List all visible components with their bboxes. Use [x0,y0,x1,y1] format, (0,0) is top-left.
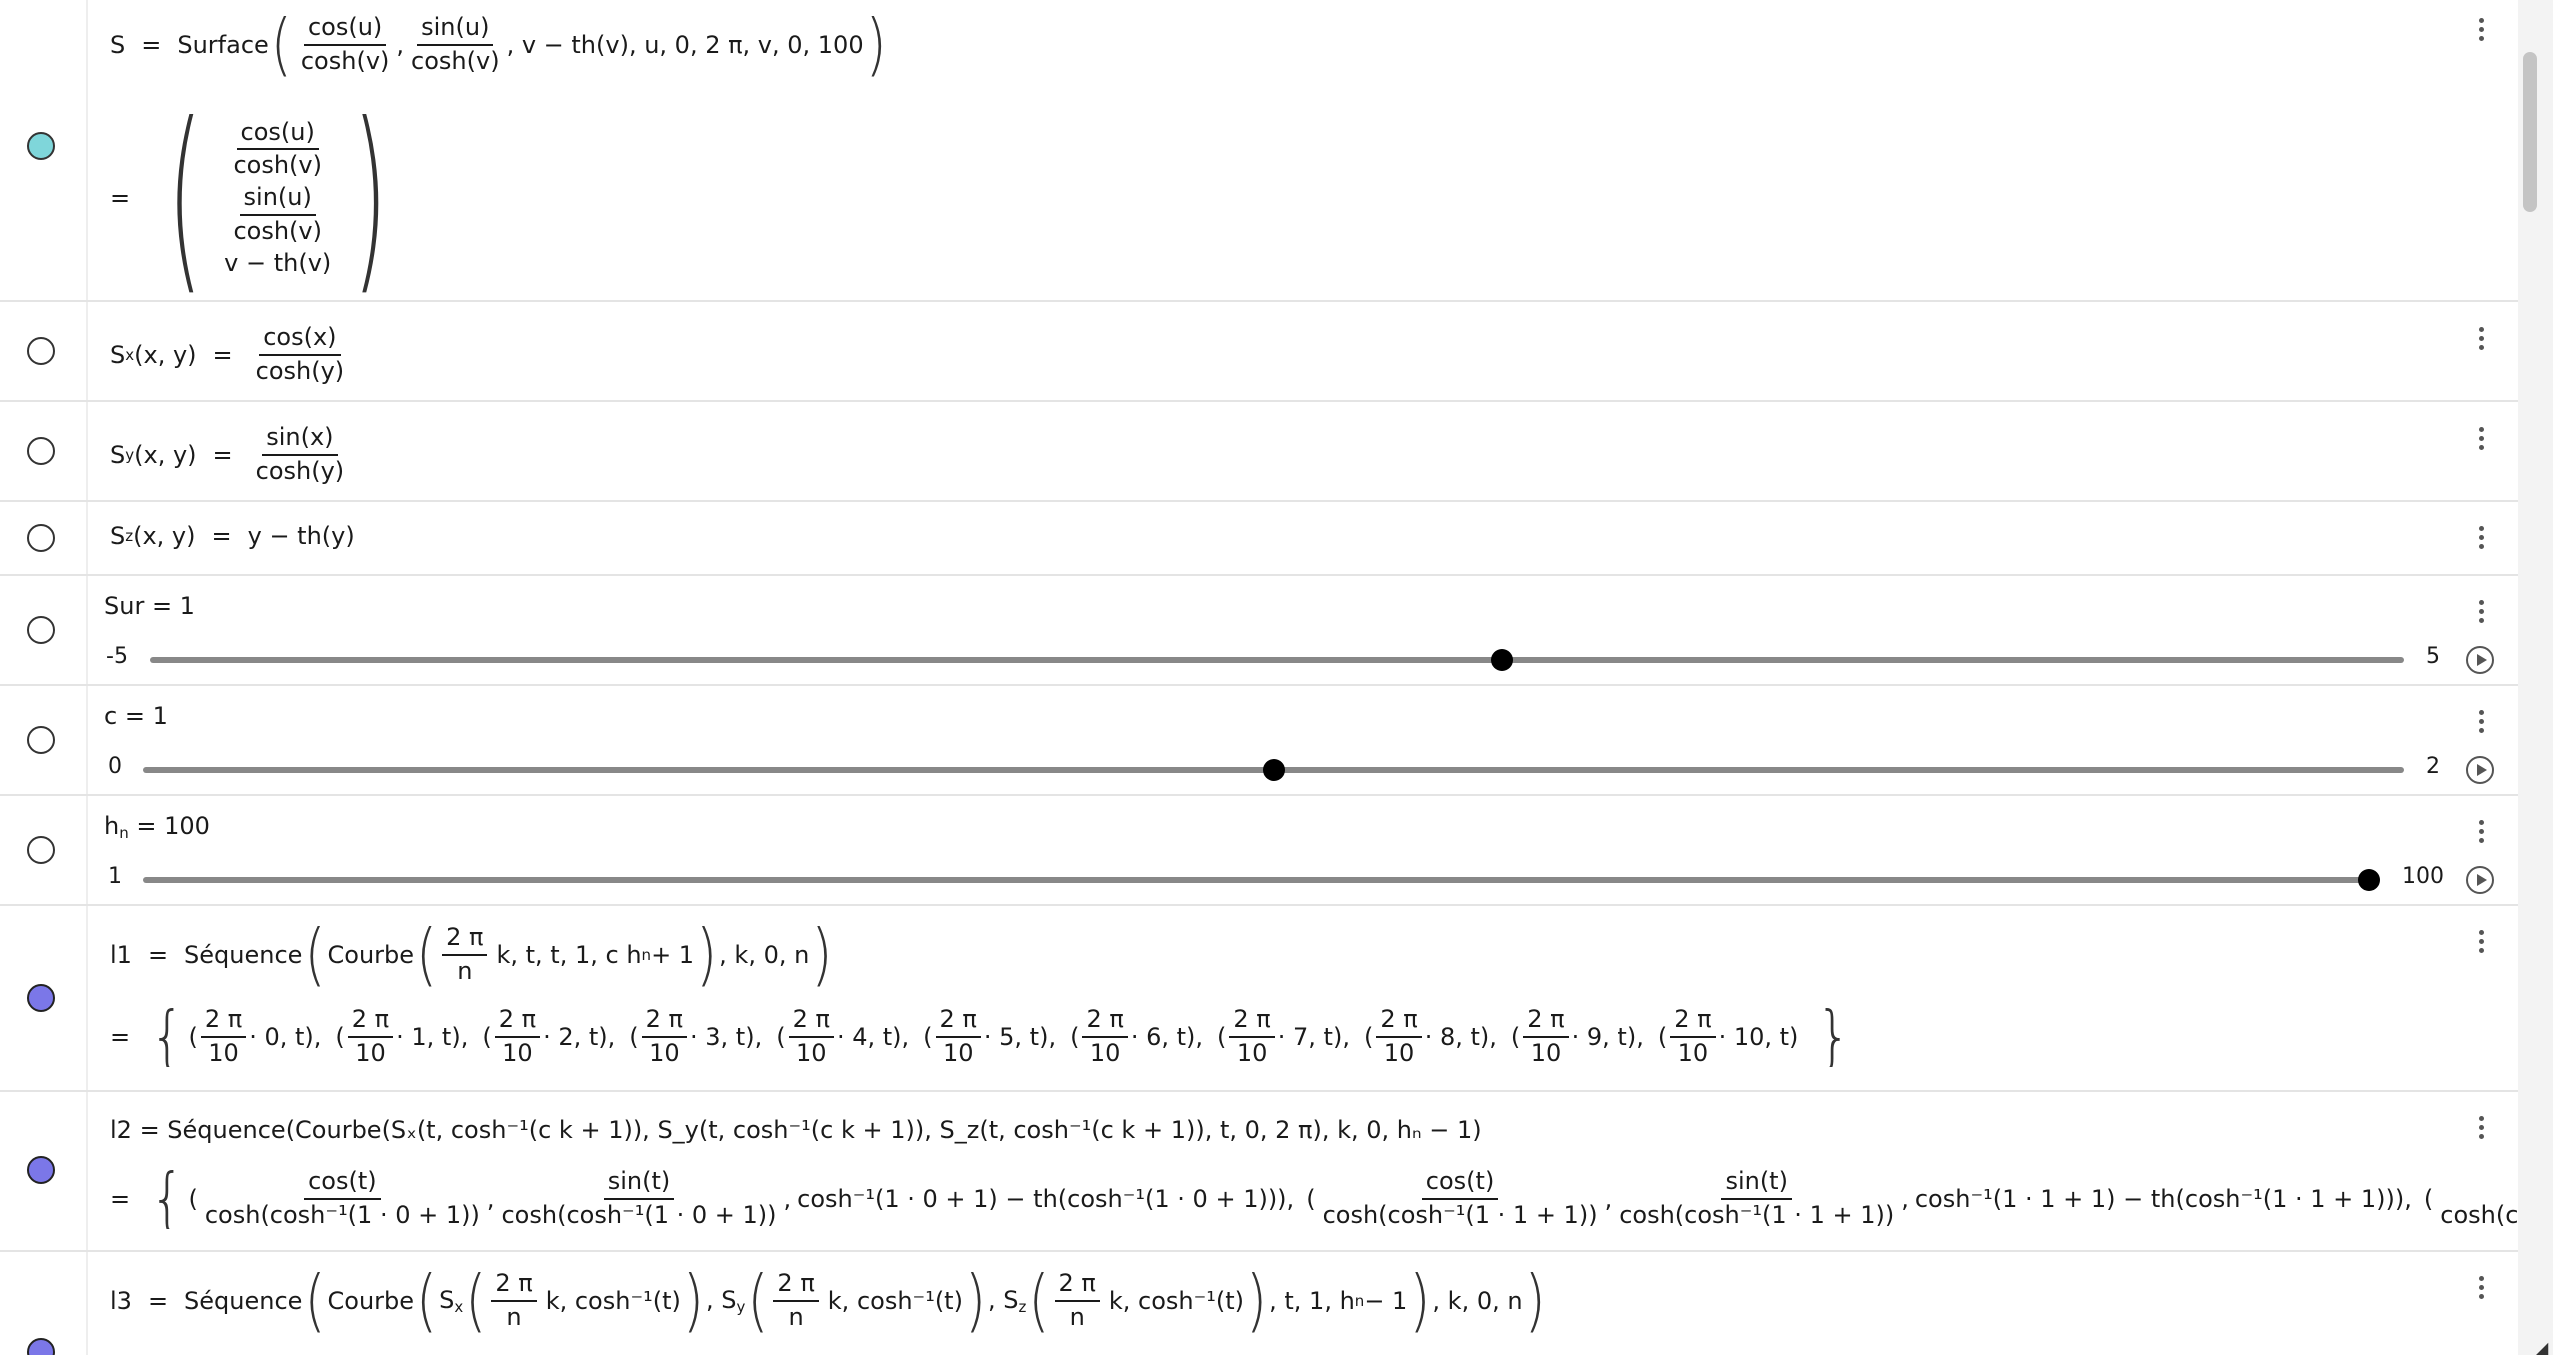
fraction: sin(u) cosh(v) [411,13,500,75]
result-l1: = { (2 π 10 · 0, t),(2 π 10 · 1, t),(2 π 10 · … [110,1006,1851,1068]
sequence-item: (cos(t) cosh(cosh⁻¹(1 · 1 + 1)), sin(t) cos… [1306,1168,2412,1229]
more-options-icon[interactable] [2470,710,2492,733]
sequence-item: (2 π 10 · 6, t), [1070,1006,1204,1067]
visibility-toggle-l1[interactable] [27,984,55,1012]
slider-min: -5 [106,644,128,669]
more-options-icon[interactable] [2470,1276,2492,1299]
algebra-row-c-slider[interactable]: c = 1 0 2 [0,686,2518,796]
sequence-item: (2 π 10 · 8, t), [1363,1006,1497,1067]
definition-l2[interactable]: l2 = Séquence(Courbe(Sₓ(t, cosh⁻¹(c k + … [110,1116,1482,1144]
slider-max: 100 [2402,864,2444,889]
visibility-toggle-Sx[interactable] [27,337,55,365]
algebra-row-S[interactable]: S = Surface ( cos(u) cosh(v) , sin(u) cosh… [0,0,2518,302]
algebra-row-hn-slider[interactable]: hn = 100 1 100 [0,796,2518,906]
more-options-icon[interactable] [2470,427,2492,450]
slider-thumb[interactable] [2358,869,2380,891]
vector-result: ( cos(u) cosh(v) sin(u) cosh(v) v − th(v) … [167,81,388,314]
sequence-item: (2 π 10 · 7, t), [1217,1006,1350,1067]
slider-track[interactable] [143,877,2369,883]
result-l2: = { (cos(t) cosh(cosh⁻¹(1 · 0 + 1)), sin(t… [110,1168,2518,1229]
slider-label: c = 1 [104,702,168,730]
fraction: cos(u) cosh(v) [300,13,390,75]
visibility-toggle-Sur[interactable] [27,616,55,644]
visibility-toggle-l3[interactable] [27,1338,55,1355]
row-divider [86,0,88,300]
visibility-toggle-S[interactable] [27,132,55,160]
sequence-item: (2 π 10 · 10, t) [1657,1006,1799,1067]
resize-handle-icon[interactable]: ◢ [2536,1338,2549,1357]
slider-min: 1 [108,864,122,889]
more-options-icon[interactable] [2470,18,2492,41]
play-icon[interactable] [2466,756,2494,784]
scrollbar-thumb[interactable] [2523,52,2537,212]
sequence-item: (cos(t) cosh(cosh⁻¹(1 · 0 + 1)), sin(t) cos… [188,1168,1295,1229]
sequence-item: (2 π 10 · 4, t), [776,1006,910,1067]
slider-thumb[interactable] [1262,759,1285,781]
slider-track[interactable] [150,657,2404,663]
algebra-row-Sur-slider[interactable]: Sur = 1 -5 5 [0,576,2518,686]
sequence-items: (2 π 10 · 0, t),(2 π 10 · 1, t),(2 π 10 · 2, t… [188,1006,1812,1067]
slider-min: 0 [108,754,122,779]
play-icon[interactable] [2466,646,2494,674]
slider-label: hn = 100 [104,812,210,842]
sequence-items: (cos(t) cosh(cosh⁻¹(1 · 0 + 1)), sin(t) cos… [188,1168,2518,1229]
more-options-icon[interactable] [2470,820,2492,843]
more-options-icon[interactable] [2470,327,2492,350]
sequence-item: (2 π 10 · 5, t), [923,1006,1057,1067]
slider-label: Sur = 1 [104,592,195,620]
visibility-toggle-Sz[interactable] [27,524,55,552]
sequence-item: (2 π 10 · 3, t), [629,1006,763,1067]
vertical-scrollbar[interactable] [2518,0,2553,1355]
visibility-toggle-hn[interactable] [27,836,55,864]
more-options-icon[interactable] [2470,600,2492,623]
algebra-row-l2[interactable]: l2 = Séquence(Courbe(Sₓ(t, cosh⁻¹(c k + … [0,1092,2518,1252]
more-options-icon[interactable] [2470,1116,2492,1139]
sequence-item: (2 π 10 · 9, t), [1510,1006,1644,1067]
slider-max: 5 [2426,644,2440,669]
visibility-toggle-Sy[interactable] [27,437,55,465]
slider-max: 2 [2426,754,2440,779]
visibility-toggle-l2[interactable] [27,1156,55,1184]
play-icon[interactable] [2466,866,2494,894]
more-options-icon[interactable] [2470,930,2492,953]
sequence-item: (2 π 10 · 1, t), [335,1006,469,1067]
sequence-item: (2 π 10 · 2, t), [482,1006,616,1067]
sequence-item: (cos(t)cosh(cosh⁻¹(1 · 2 + 1)),cos(t)cos… [2424,1168,2518,1229]
definition-S[interactable]: S = Surface ( cos(u) cosh(v) , sin(u) cosh… [110,4,887,84]
visibility-toggle-c[interactable] [27,726,55,754]
result-S: = ( cos(u) cosh(v) sin(u) cosh(v) v − th(v… [110,98,409,298]
command-name: Surface [177,30,269,59]
object-name: S [110,30,126,59]
slider-thumb[interactable] [1491,649,1514,671]
more-options-icon[interactable] [2470,526,2492,549]
sequence-item: (2 π 10 · 0, t), [188,1006,322,1067]
